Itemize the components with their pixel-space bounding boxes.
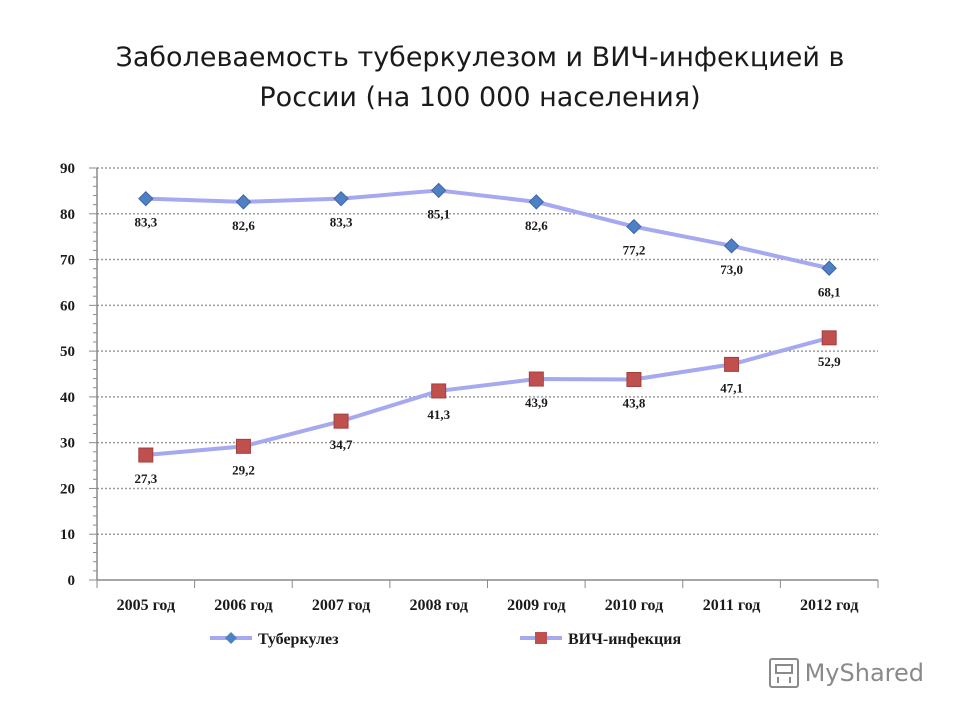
x-tick-label-4: 2009 год xyxy=(507,597,566,614)
y-tick-label-20: 20 xyxy=(60,481,75,497)
legend-entry-1: ВИЧ-инфекция xyxy=(520,631,681,648)
axes: 0 10 20 30 40 50 60 70 80 90 2005 год 2006 год 2007 … xyxy=(60,161,879,614)
watermark: MyShared xyxy=(768,658,924,688)
x-tick-label-0: 2005 год xyxy=(117,597,176,614)
point-1-4 xyxy=(528,371,544,387)
point-1-3 xyxy=(431,383,447,399)
data-label-1-3: 41,3 xyxy=(427,407,450,422)
point-1-7 xyxy=(821,330,837,346)
data-label-0-2: 83,3 xyxy=(330,215,353,230)
point-1-6 xyxy=(724,356,740,372)
data-label-0-6: 73,0 xyxy=(720,262,743,277)
series-1: 27,3 29,2 34,7 41,3 43,9 43,8 47,1 52,9 xyxy=(134,330,841,486)
x-tick-label-1: 2006 год xyxy=(214,597,273,614)
data-label-1-2: 34,7 xyxy=(330,437,353,452)
y-tick-label-80: 80 xyxy=(60,207,75,223)
data-label-1-4: 43,9 xyxy=(525,395,548,410)
point-0-2 xyxy=(333,190,349,207)
data-label-1-0: 27,3 xyxy=(134,471,157,486)
legend-marker-0 xyxy=(225,632,237,644)
data-label-0-0: 83,3 xyxy=(134,215,157,230)
point-0-0 xyxy=(138,190,154,207)
point-1-2 xyxy=(333,413,349,429)
point-0-1 xyxy=(235,194,252,210)
x-tick-label-6: 2011 год xyxy=(703,597,761,614)
series: 83,3 82,6 83,3 85,1 82,6 77,2 73,0 68,1 27,3 29,2… xyxy=(134,182,841,486)
slide-title-line-2: России (на 100 000 населения) xyxy=(259,82,701,113)
data-label-1-6: 47,1 xyxy=(720,380,743,395)
x-tick-label-5: 2010 год xyxy=(605,597,664,614)
slide-title-line-1: Заболеваемость туберкулезом и ВИЧ-инфекц… xyxy=(115,42,845,73)
slide-title: Заболеваемость туберкулезом и ВИЧ-инфекц… xyxy=(40,38,920,118)
series-line-1 xyxy=(145,335,830,458)
data-label-1-7: 52,9 xyxy=(818,354,841,369)
legend-label-1: ВИЧ-инфекция xyxy=(568,631,681,648)
legend-marker-1 xyxy=(535,632,547,644)
series-0: 83,3 82,6 83,3 85,1 82,6 77,2 73,0 68,1 xyxy=(134,182,841,299)
point-0-6 xyxy=(723,238,740,254)
data-label-0-3: 85,1 xyxy=(427,206,450,221)
point-1-1 xyxy=(235,438,251,454)
watermark-text: MyShared xyxy=(804,659,924,687)
legend: Туберкулез ВИЧ-инфекция xyxy=(210,631,681,648)
point-0-4 xyxy=(528,194,545,210)
data-label-0-7: 68,1 xyxy=(818,284,841,299)
presentation-board-icon xyxy=(768,658,799,688)
gridlines xyxy=(97,167,878,535)
y-tick-label-90: 90 xyxy=(60,161,75,177)
y-tick-label-0: 0 xyxy=(68,573,76,589)
point-0-3 xyxy=(430,182,447,199)
legend-entry-0: Туберкулез xyxy=(210,631,339,648)
legend-label-0: Туберкулез xyxy=(258,631,339,648)
point-1-0 xyxy=(138,447,154,463)
data-label-0-4: 82,6 xyxy=(525,218,548,233)
point-0-7 xyxy=(821,260,837,276)
y-tick-label-10: 10 xyxy=(60,527,75,543)
series-line-0 xyxy=(145,188,830,271)
data-label-0-5: 77,2 xyxy=(623,243,646,258)
y-tick-label-40: 40 xyxy=(60,390,75,406)
y-tick-label-30: 30 xyxy=(60,436,75,452)
y-tick-label-60: 60 xyxy=(60,298,75,314)
data-label-0-1: 82,6 xyxy=(232,218,255,233)
point-1-5 xyxy=(626,371,642,387)
data-label-1-5: 43,8 xyxy=(623,395,646,410)
x-tick-label-2: 2007 год xyxy=(312,597,371,614)
x-tick-label-7: 2012 год xyxy=(800,597,859,614)
y-tick-label-70: 70 xyxy=(60,253,75,269)
y-tick-label-50: 50 xyxy=(60,344,75,360)
x-tick-label-3: 2008 год xyxy=(409,597,468,614)
data-label-1-1: 29,2 xyxy=(232,462,255,477)
point-0-5 xyxy=(626,218,642,235)
